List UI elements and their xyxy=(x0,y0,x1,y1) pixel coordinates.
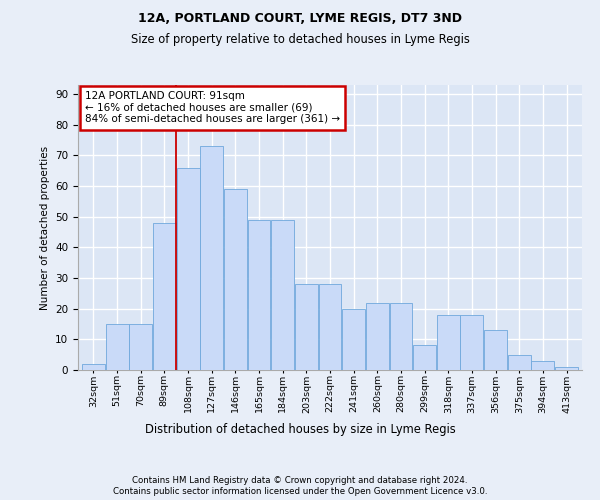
Bar xyxy=(129,324,152,370)
Bar xyxy=(532,361,554,370)
Bar xyxy=(366,302,389,370)
Bar xyxy=(460,315,484,370)
Bar xyxy=(319,284,341,370)
Bar xyxy=(413,346,436,370)
Bar xyxy=(153,223,176,370)
Text: Distribution of detached houses by size in Lyme Regis: Distribution of detached houses by size … xyxy=(145,422,455,436)
Bar xyxy=(484,330,507,370)
Text: Contains HM Land Registry data © Crown copyright and database right 2024.: Contains HM Land Registry data © Crown c… xyxy=(132,476,468,485)
Bar xyxy=(342,308,365,370)
Y-axis label: Number of detached properties: Number of detached properties xyxy=(40,146,50,310)
Bar xyxy=(389,302,412,370)
Bar xyxy=(82,364,105,370)
Bar xyxy=(106,324,128,370)
Text: Size of property relative to detached houses in Lyme Regis: Size of property relative to detached ho… xyxy=(131,32,469,46)
Bar xyxy=(295,284,318,370)
Bar xyxy=(200,146,223,370)
Bar xyxy=(271,220,294,370)
Bar xyxy=(437,315,460,370)
Text: 12A PORTLAND COURT: 91sqm
← 16% of detached houses are smaller (69)
84% of semi-: 12A PORTLAND COURT: 91sqm ← 16% of detac… xyxy=(85,91,340,124)
Text: Contains public sector information licensed under the Open Government Licence v3: Contains public sector information licen… xyxy=(113,488,487,496)
Text: 12A, PORTLAND COURT, LYME REGIS, DT7 3ND: 12A, PORTLAND COURT, LYME REGIS, DT7 3ND xyxy=(138,12,462,26)
Bar xyxy=(224,189,247,370)
Bar xyxy=(248,220,271,370)
Bar xyxy=(176,168,200,370)
Bar xyxy=(555,367,578,370)
Bar xyxy=(508,354,531,370)
